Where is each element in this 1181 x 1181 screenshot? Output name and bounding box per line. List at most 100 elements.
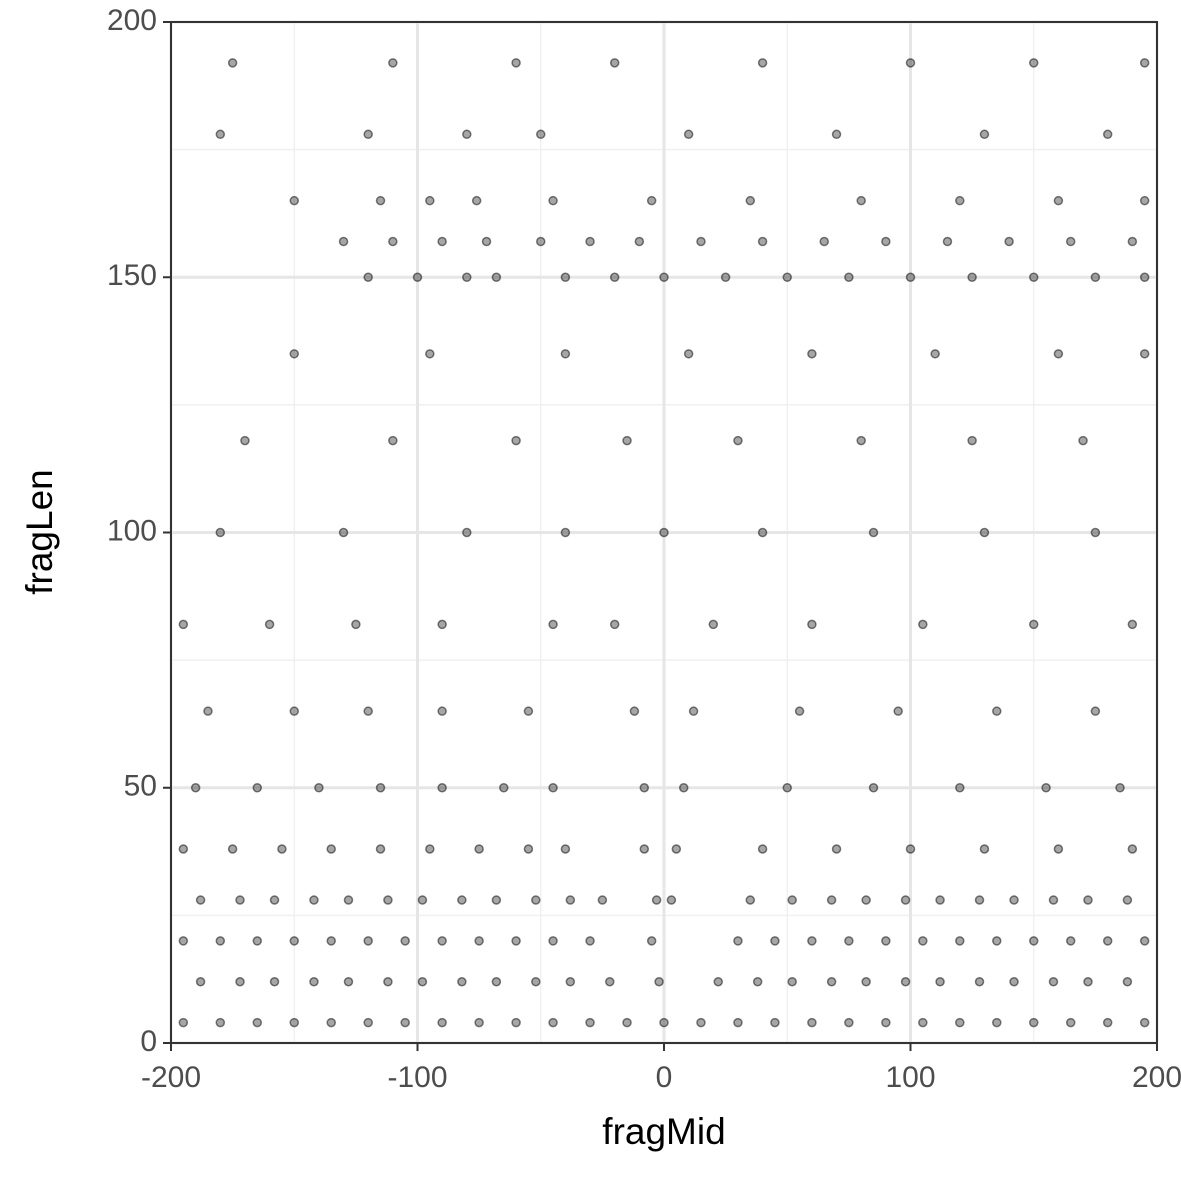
y-axis-title: fragLen [19, 469, 60, 595]
point [770, 936, 780, 946]
point [277, 844, 287, 854]
point [437, 936, 447, 946]
point [560, 349, 571, 359]
point [565, 976, 576, 987]
x-tick-label: 200 [1132, 1061, 1181, 1094]
point [893, 706, 903, 716]
point [523, 844, 534, 854]
point [900, 976, 911, 987]
point [309, 895, 319, 905]
point [351, 619, 361, 630]
point [856, 195, 866, 206]
point [269, 895, 280, 905]
point [437, 783, 447, 793]
point [844, 1017, 854, 1028]
point [289, 349, 299, 359]
point [900, 895, 911, 905]
point [967, 272, 977, 282]
point [1122, 976, 1133, 987]
point [536, 236, 546, 247]
point [868, 527, 879, 538]
point [1065, 1017, 1076, 1028]
point [979, 129, 990, 140]
point [585, 1017, 595, 1028]
x-axis-title: fragMid [602, 1111, 725, 1152]
point [289, 706, 299, 716]
point [1090, 272, 1101, 282]
point [794, 706, 805, 716]
point [942, 236, 953, 247]
point [252, 1017, 263, 1028]
point [905, 58, 916, 68]
point [646, 936, 657, 946]
point [412, 272, 423, 282]
point [215, 129, 226, 140]
point [974, 895, 985, 905]
point [979, 527, 990, 538]
point [757, 527, 768, 538]
point [215, 1017, 226, 1028]
point [935, 976, 945, 987]
point [881, 236, 891, 247]
point [375, 783, 386, 793]
point [548, 783, 558, 793]
point [634, 236, 645, 247]
point [955, 936, 965, 946]
point [683, 349, 694, 359]
point [745, 195, 756, 206]
point [462, 527, 472, 538]
point [388, 435, 398, 446]
point [1083, 976, 1093, 987]
point [457, 895, 467, 905]
point [1090, 527, 1101, 538]
x-tick-label: -200 [141, 1061, 201, 1094]
point [807, 619, 817, 630]
point [343, 895, 354, 905]
point [1053, 195, 1064, 206]
point [992, 1017, 1002, 1028]
point [491, 895, 502, 905]
y-tick-label: 100 [107, 514, 157, 547]
point [309, 976, 319, 987]
point [252, 783, 263, 793]
point [1041, 783, 1051, 793]
point [264, 619, 275, 630]
point [974, 976, 985, 987]
point [605, 976, 615, 987]
point [918, 936, 928, 946]
point [819, 236, 829, 247]
point [523, 706, 534, 716]
point [511, 58, 521, 68]
point [363, 272, 373, 282]
point [425, 349, 435, 359]
point [967, 435, 977, 446]
point [548, 619, 558, 630]
point [671, 844, 682, 854]
point [437, 236, 447, 247]
point [733, 435, 743, 446]
point [757, 844, 768, 854]
point [388, 236, 398, 247]
point [363, 936, 373, 946]
point [585, 936, 595, 946]
point [609, 272, 620, 282]
point [930, 349, 940, 359]
point [1115, 783, 1125, 793]
point [881, 1017, 891, 1028]
point [203, 706, 213, 716]
point [178, 936, 189, 946]
point [560, 844, 571, 854]
point [826, 976, 837, 987]
point [425, 844, 435, 854]
point [491, 976, 502, 987]
point [178, 1017, 189, 1028]
point [1009, 895, 1019, 905]
point [688, 706, 699, 716]
point [844, 936, 854, 946]
point [1048, 976, 1059, 987]
point [388, 58, 398, 68]
point [548, 1017, 558, 1028]
point [787, 976, 797, 987]
